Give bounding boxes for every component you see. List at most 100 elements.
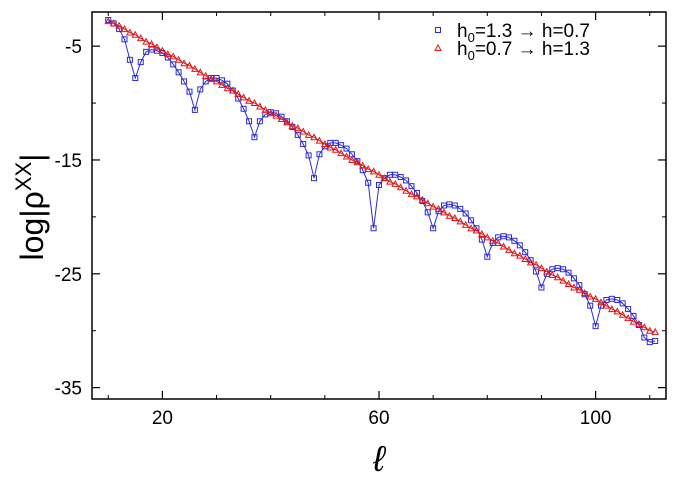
data-point-blue xyxy=(246,118,253,125)
data-point-red xyxy=(618,310,627,318)
data-point-red xyxy=(147,39,156,47)
data-point-blue xyxy=(116,26,123,33)
data-point-blue xyxy=(376,182,382,189)
data-point-blue xyxy=(468,217,475,224)
data-point-red xyxy=(353,158,362,166)
data-point-blue xyxy=(457,205,464,212)
y-axis-label: log|ρXX| xyxy=(11,154,50,261)
data-point-blue xyxy=(126,56,133,63)
data-point-red xyxy=(293,124,302,132)
data-point-red xyxy=(364,165,373,173)
series-red xyxy=(104,17,660,335)
data-point-blue xyxy=(560,266,567,273)
series-blue-line xyxy=(107,19,656,343)
data-point-red xyxy=(180,59,188,67)
data-point-red xyxy=(234,89,243,97)
data-point-red xyxy=(348,155,356,163)
data-point-red xyxy=(461,220,470,228)
data-point-red xyxy=(310,133,318,141)
legend-entry-red: h0=0.7 → h=1.3 xyxy=(434,39,590,63)
y-axis-label-main: log|ρ xyxy=(14,191,50,260)
legend-label-part: =1.3 → h=0.7 xyxy=(475,21,590,42)
data-point-red xyxy=(434,204,443,212)
data-point-red xyxy=(375,170,383,178)
data-point-red xyxy=(651,327,660,335)
data-point-blue xyxy=(305,152,312,159)
data-point-blue xyxy=(365,179,372,186)
data-point-red xyxy=(494,239,502,247)
data-point-blue xyxy=(240,105,247,112)
data-point-red xyxy=(288,121,297,129)
data-point-red xyxy=(380,174,389,182)
data-point-red xyxy=(331,145,340,153)
data-point-red xyxy=(228,86,237,94)
data-point-blue xyxy=(294,131,301,138)
data-point-red xyxy=(283,118,291,126)
data-point-red xyxy=(321,139,329,148)
legend-label: h0=0.7 → h=1.3 xyxy=(457,39,590,63)
data-point-red xyxy=(212,77,221,85)
data-point-red xyxy=(467,224,475,232)
data-point-blue xyxy=(164,54,171,61)
data-point-red xyxy=(136,34,145,42)
data-point-blue xyxy=(592,323,599,330)
data-point-red xyxy=(299,127,308,135)
data-point-red xyxy=(624,314,632,322)
data-point-red xyxy=(483,233,492,241)
data-point-red xyxy=(440,208,448,216)
x-tick-label: 100 xyxy=(580,408,612,429)
data-point-blue xyxy=(570,275,577,282)
data-point-red xyxy=(532,260,540,268)
data-point-red xyxy=(256,102,264,110)
data-point-red xyxy=(218,80,226,88)
legend-label-part: =0.7 → h=1.3 xyxy=(475,39,590,60)
data-point-red xyxy=(580,289,589,297)
data-point-blue xyxy=(256,118,263,125)
data-point-red xyxy=(548,270,557,278)
data-point-red xyxy=(608,305,616,313)
data-point-blue xyxy=(598,302,605,309)
data-point-blue xyxy=(170,61,177,68)
data-point-blue xyxy=(565,269,572,276)
data-point-red xyxy=(326,143,335,151)
legend-marker-square xyxy=(435,27,441,33)
data-point-blue xyxy=(522,249,529,256)
data-point-blue xyxy=(191,106,198,113)
series-layer xyxy=(104,16,660,346)
data-point-blue xyxy=(430,225,437,232)
y-tick-label: -25 xyxy=(55,265,82,286)
data-point-blue xyxy=(587,302,594,309)
data-point-blue xyxy=(338,142,345,149)
data-point-blue xyxy=(343,145,350,152)
data-point-blue xyxy=(316,151,323,158)
data-point-red xyxy=(407,190,416,198)
data-point-red xyxy=(304,130,313,138)
data-point-red xyxy=(402,186,410,194)
data-point-blue xyxy=(121,36,128,43)
data-point-red xyxy=(564,279,573,288)
x-axis-label: ℓ xyxy=(372,438,387,479)
data-point-red xyxy=(499,242,508,250)
data-point-red xyxy=(537,264,546,272)
legend-label-part: h xyxy=(457,39,468,60)
data-point-blue xyxy=(132,75,139,82)
data-point-blue xyxy=(619,300,626,307)
legend-label-part: h xyxy=(457,21,468,42)
data-point-red xyxy=(515,251,524,259)
data-point-blue xyxy=(511,237,518,244)
data-point-red xyxy=(358,161,367,169)
data-point-red xyxy=(120,25,129,33)
data-point-blue xyxy=(197,86,204,93)
data-point-blue xyxy=(462,210,469,217)
data-point-red xyxy=(478,229,486,237)
data-point-red xyxy=(207,75,215,83)
data-point-red xyxy=(559,276,567,284)
data-point-red xyxy=(142,37,150,45)
data-point-blue xyxy=(533,268,540,275)
data-point-red xyxy=(115,21,123,29)
data-point-red xyxy=(337,149,345,157)
y-axis-label-superscript: XX xyxy=(11,162,36,192)
data-point-blue xyxy=(397,174,404,181)
data-point-red xyxy=(245,96,253,104)
data-point-red xyxy=(418,195,427,203)
